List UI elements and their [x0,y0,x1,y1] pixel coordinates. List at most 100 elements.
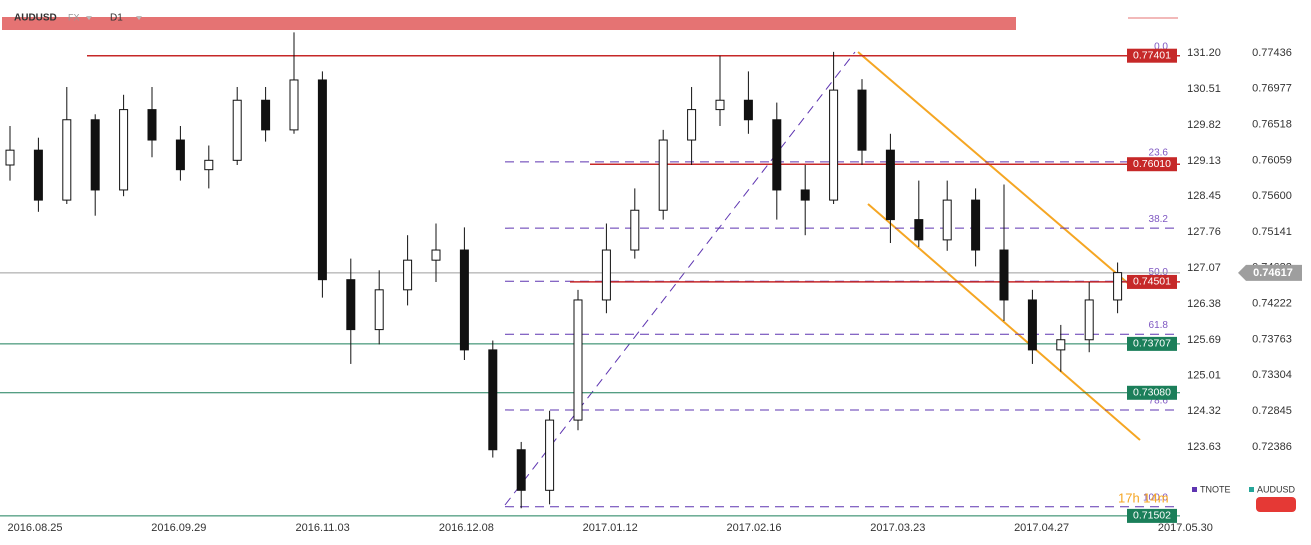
y2-tick-label: 129.13 [1187,155,1221,167]
candle-body [431,249,441,261]
y2-tick-label: 125.01 [1187,369,1221,381]
candle-body [687,109,697,141]
y-tick-label: 0.73763 [1252,333,1292,345]
candle-body [204,159,214,171]
y2-tick-label: 123.63 [1187,441,1221,453]
candle-body [147,109,157,141]
x-tick-label: 2017.03.23 [870,522,925,534]
market: FX [68,12,80,22]
fib-label: 50.0 [1149,267,1169,278]
fib-trend [504,51,856,506]
top-band [2,17,1016,30]
fib-label: 100.0 [1143,492,1168,503]
candle-body [232,99,242,161]
candle-body [516,449,526,491]
dropdown[interactable] [136,16,142,20]
level-label: 0.73080 [1133,387,1171,399]
channel-line [867,203,1141,441]
candle-body [885,149,895,221]
fib-label: 23.6 [1149,148,1169,159]
channel-line [857,51,1131,286]
candle-body [403,259,413,291]
candle-body [573,299,583,421]
y-tick-label: 0.72845 [1252,405,1292,417]
candle-body [261,99,271,131]
candle-body [119,109,129,191]
candle-body [33,149,43,201]
y-tick-label: 0.77436 [1252,47,1292,59]
candle-body [715,99,725,111]
level-label: 0.71502 [1133,510,1171,522]
y-tick-label: 0.75600 [1252,190,1292,202]
y-tick-label: 0.73304 [1252,369,1292,381]
candle-body [772,119,782,191]
candle-body [1084,299,1094,341]
y-tick-label: 0.76977 [1252,83,1292,95]
y2-tick-label: 131.20 [1187,47,1221,59]
candle-body [914,219,924,241]
y2-tick-label: 129.82 [1187,119,1221,131]
level-tag [1127,157,1177,172]
candle-body [630,209,640,251]
candle-body [743,99,753,121]
y-tick-label: 0.76059 [1252,154,1292,166]
candle-body [90,119,100,191]
y2-tick-label: 130.51 [1187,83,1221,95]
x-tick-label: 2016.09.29 [151,522,206,534]
legend-swatch [1249,487,1254,492]
candle-body [459,249,469,351]
candle-body [62,119,72,201]
candle-body [488,349,498,451]
candle-body [658,139,668,211]
symbol[interactable]: AUDUSD [14,13,57,24]
fib-label: 61.8 [1149,320,1169,331]
candle-body [5,149,15,166]
level-tag [1127,48,1177,63]
current-price-label: 0.74617 [1253,267,1293,279]
legend-label: TNOTE [1200,484,1231,494]
candle-body [175,139,185,171]
candle-body [289,79,299,131]
candle-body [857,89,867,151]
x-tick-label: 2017.04.27 [1014,522,1069,534]
candle-body [1056,339,1066,351]
y2-tick-label: 127.76 [1187,226,1221,238]
x-tick-label: 2016.08.25 [7,522,62,534]
y2-tick-label: 126.38 [1187,298,1221,310]
candle-body [829,89,839,201]
countdown: 17h 14m [1118,490,1169,505]
level-label: 0.73707 [1133,338,1171,350]
level-label: 0.74501 [1133,276,1171,288]
level-label: 0.77401 [1133,49,1171,61]
fib-label: 78.6 [1149,396,1169,407]
y-tick-label: 0.74222 [1252,298,1292,310]
y-tick-label: 0.72386 [1252,441,1292,453]
candle-body [1113,272,1123,301]
candle-body [374,289,384,331]
y2-tick-label: 128.45 [1187,190,1221,202]
y2-tick-label: 124.32 [1187,405,1221,417]
candle-body [800,189,810,201]
fib-label: 0.0 [1154,41,1168,52]
candle-body [942,199,952,241]
action-button[interactable] [1256,497,1296,512]
x-tick-label: 2017.02.16 [726,522,781,534]
x-tick-label: 2017.05.30 [1158,522,1213,534]
dropdown[interactable] [86,16,92,20]
candle-body [971,199,981,251]
y2-tick-label: 127.07 [1187,262,1221,274]
x-tick-label: 2016.12.08 [439,522,494,534]
level-tag [1127,508,1177,523]
y-tick-label: 0.75141 [1252,226,1292,238]
level-label: 0.76010 [1133,158,1171,170]
candle-body [1027,299,1037,351]
level-tag [1127,274,1177,289]
level-tag [1127,385,1177,400]
timeframe[interactable]: D1 [110,13,123,24]
y2-tick-label: 125.69 [1187,334,1221,346]
candle-body [317,79,327,281]
fib-label: 38.2 [1149,214,1169,225]
x-tick-label: 2016.11.03 [295,522,349,534]
